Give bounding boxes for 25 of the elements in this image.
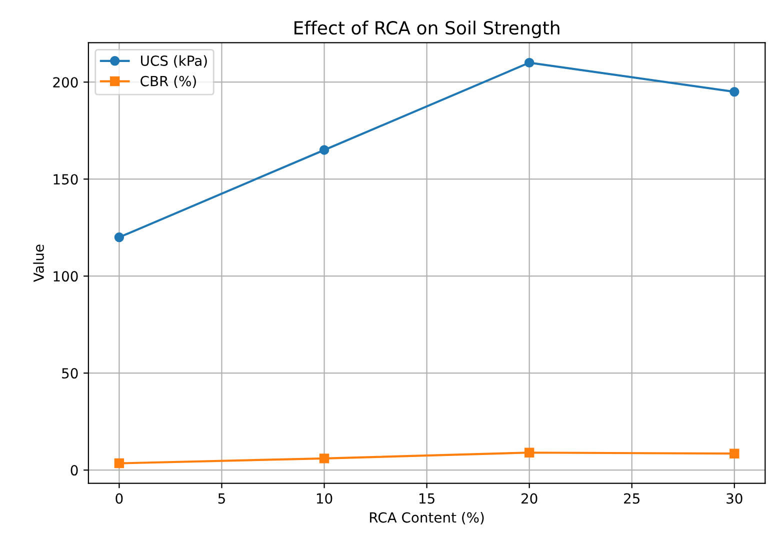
point xyxy=(730,448,740,458)
x-tick-label: 20 xyxy=(522,493,538,504)
x-tick-label: 10 xyxy=(316,493,332,504)
x-tick-label: 30 xyxy=(726,493,742,504)
point xyxy=(114,232,124,242)
y-tick-label: 100 xyxy=(54,271,78,282)
y-tick-label: 150 xyxy=(54,174,78,185)
y-tick-label: 0 xyxy=(70,465,78,476)
point xyxy=(730,86,740,97)
y-tick-label: 50 xyxy=(62,368,78,379)
y-axis-title: Value xyxy=(33,244,44,282)
y-tick-label: 200 xyxy=(53,77,78,88)
point xyxy=(524,58,534,68)
legend-label: CBR (%) xyxy=(140,76,196,88)
point xyxy=(114,458,124,468)
legend-label: UCS (kPa) xyxy=(141,55,207,68)
point xyxy=(319,145,330,155)
x-tick-label: 25 xyxy=(624,493,640,504)
x-tick-label: 15 xyxy=(419,493,434,504)
point xyxy=(524,448,534,458)
x-axis-title: RCA Content (%) xyxy=(370,512,484,524)
x-tick-label: 0 xyxy=(116,493,123,504)
chart-title: Effect of RCA on Soil Strength xyxy=(294,20,560,38)
point xyxy=(319,454,330,464)
x-tick-label: 5 xyxy=(218,493,225,504)
